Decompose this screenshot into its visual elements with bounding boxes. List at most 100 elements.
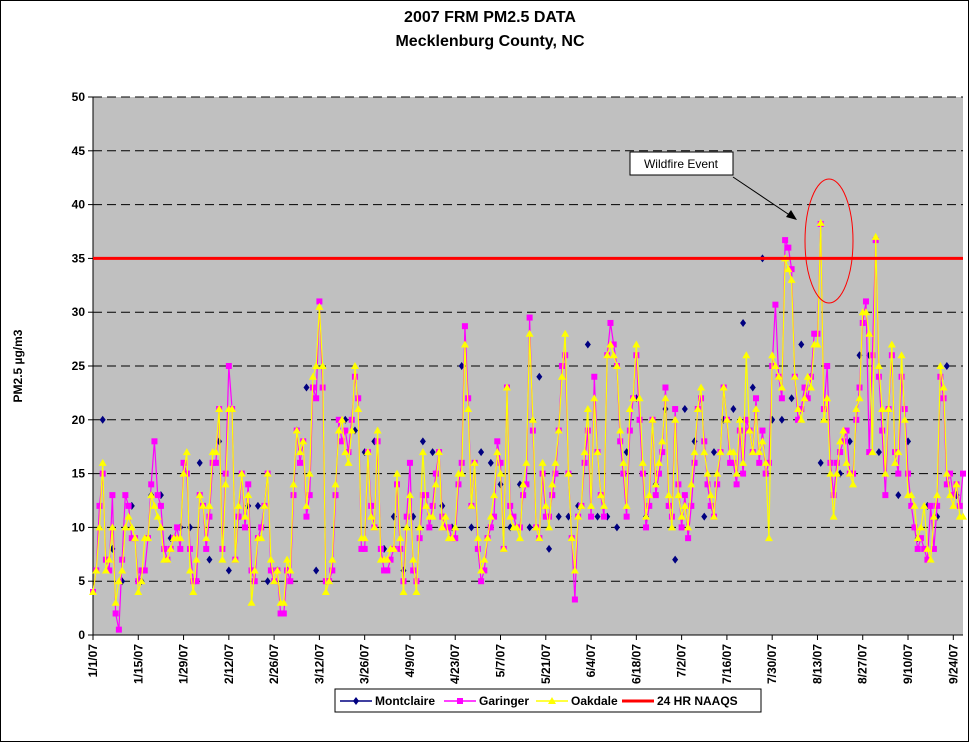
x-tick-label: 3/12/07 bbox=[312, 644, 326, 684]
marker bbox=[829, 512, 838, 520]
marker bbox=[452, 535, 459, 542]
marker bbox=[299, 437, 308, 445]
marker bbox=[464, 405, 473, 413]
marker bbox=[861, 308, 870, 316]
marker bbox=[882, 492, 889, 499]
marker bbox=[182, 448, 191, 456]
marker bbox=[546, 513, 553, 520]
marker bbox=[487, 524, 494, 531]
marker bbox=[525, 329, 534, 337]
marker bbox=[203, 545, 210, 552]
marker bbox=[205, 501, 214, 509]
y-tick-label: 5 bbox=[78, 574, 85, 588]
marker bbox=[678, 524, 685, 531]
marker bbox=[581, 459, 588, 466]
marker bbox=[580, 448, 589, 456]
marker bbox=[284, 567, 291, 574]
marker bbox=[435, 448, 444, 456]
marker bbox=[658, 437, 667, 445]
marker bbox=[331, 480, 340, 488]
marker bbox=[428, 512, 437, 520]
marker bbox=[248, 567, 255, 574]
marker bbox=[468, 523, 475, 532]
marker bbox=[438, 523, 447, 531]
marker bbox=[881, 469, 890, 477]
marker bbox=[470, 458, 479, 466]
marker bbox=[195, 491, 204, 499]
marker bbox=[458, 362, 465, 370]
marker bbox=[684, 523, 693, 531]
marker bbox=[342, 427, 349, 434]
marker bbox=[798, 406, 805, 413]
marker bbox=[836, 437, 845, 445]
marker bbox=[878, 405, 887, 413]
marker bbox=[845, 469, 854, 477]
y-tick-label: 35 bbox=[72, 251, 86, 265]
marker bbox=[758, 437, 767, 445]
marker bbox=[574, 512, 583, 520]
marker bbox=[206, 513, 213, 520]
marker bbox=[405, 491, 414, 499]
marker bbox=[755, 448, 764, 456]
marker bbox=[571, 596, 578, 603]
marker bbox=[350, 362, 359, 369]
marker bbox=[174, 524, 181, 531]
marker bbox=[431, 480, 440, 488]
marker bbox=[558, 363, 565, 369]
marker bbox=[111, 598, 120, 606]
marker bbox=[929, 512, 938, 520]
marker bbox=[701, 512, 708, 521]
x-tick-label: 4/23/07 bbox=[448, 644, 462, 684]
marker bbox=[635, 394, 644, 402]
marker bbox=[166, 544, 175, 552]
marker bbox=[179, 469, 188, 477]
marker bbox=[685, 535, 692, 542]
marker bbox=[942, 469, 951, 477]
x-tick-label: 5/7/07 bbox=[494, 644, 508, 678]
marker bbox=[591, 373, 598, 380]
marker bbox=[283, 555, 292, 563]
x-tick-label: 1/15/07 bbox=[131, 644, 145, 684]
x-tick-label: 1/1/07 bbox=[86, 644, 100, 678]
marker bbox=[570, 566, 579, 574]
marker bbox=[583, 405, 592, 413]
marker bbox=[308, 372, 317, 380]
marker bbox=[703, 469, 712, 477]
marker bbox=[519, 480, 528, 488]
marker bbox=[706, 491, 715, 499]
marker bbox=[251, 578, 258, 585]
marker bbox=[748, 448, 757, 456]
marker bbox=[662, 384, 669, 391]
marker bbox=[279, 598, 288, 606]
marker bbox=[109, 492, 116, 499]
marker bbox=[497, 459, 504, 466]
marker bbox=[335, 416, 342, 423]
marker bbox=[546, 544, 553, 553]
y-tick-label: 0 bbox=[78, 628, 85, 642]
marker bbox=[361, 545, 368, 552]
x-tick-label: 8/13/07 bbox=[810, 644, 824, 684]
marker bbox=[528, 415, 537, 423]
marker bbox=[642, 512, 651, 520]
marker bbox=[347, 426, 356, 434]
marker bbox=[806, 383, 815, 391]
marker bbox=[588, 513, 595, 520]
marker bbox=[930, 545, 937, 552]
marker bbox=[303, 383, 310, 392]
marker bbox=[567, 534, 576, 542]
marker bbox=[946, 491, 955, 499]
marker bbox=[491, 513, 498, 520]
marker bbox=[672, 555, 679, 564]
marker bbox=[816, 218, 825, 226]
legend-label: Oakdale bbox=[571, 694, 618, 708]
marker bbox=[787, 275, 796, 283]
marker bbox=[341, 448, 350, 456]
annotation-box bbox=[629, 151, 734, 176]
marker bbox=[623, 513, 630, 520]
marker bbox=[241, 512, 250, 520]
marker bbox=[629, 394, 638, 402]
marker bbox=[594, 512, 601, 521]
marker bbox=[866, 449, 873, 456]
x-tick-label: 9/10/07 bbox=[901, 644, 915, 684]
marker bbox=[700, 448, 709, 456]
